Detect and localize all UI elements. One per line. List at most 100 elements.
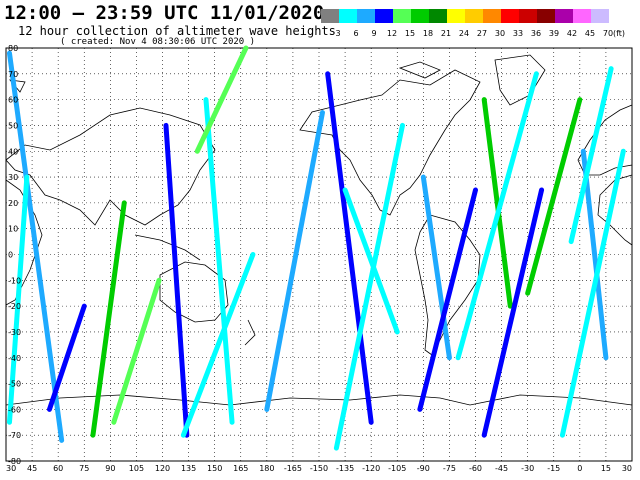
longitude-label: -135 <box>336 464 354 473</box>
legend-label: 33 <box>513 29 523 38</box>
altimeter-track <box>194 45 249 154</box>
longitude-label: -150 <box>310 464 328 473</box>
latitude-label: -40 <box>8 354 21 363</box>
altimeter-track <box>525 97 583 296</box>
altimeter-track <box>163 122 190 438</box>
altimeter-track <box>481 187 545 438</box>
legend-swatch <box>375 9 393 23</box>
altimeter-track <box>111 277 162 425</box>
longitude-label: -105 <box>388 464 406 473</box>
altimeter-tracks <box>6 45 626 451</box>
legend-swatch <box>339 9 357 23</box>
longitude-label: 0 <box>577 464 582 473</box>
legend-label: 70 <box>603 29 613 38</box>
latitude-label: -70 <box>8 431 21 440</box>
legend-label: 18 <box>423 29 433 38</box>
latitude-label: -80 <box>8 457 21 466</box>
wave-height-legend: 3 6 9 12 15 18 21 24 27 30 33 36 39 42 45 70 (ft) <box>321 9 625 38</box>
longitude-label: -15 <box>547 464 560 473</box>
altimeter-track <box>580 148 609 361</box>
coast-africa-east <box>5 179 43 306</box>
altimeter-track <box>6 174 30 425</box>
altimeter-track <box>203 97 235 425</box>
coast-asia <box>5 107 216 226</box>
legend-label: 30 <box>495 29 505 38</box>
legend-label: 39 <box>549 29 559 38</box>
legend-swatch <box>393 9 411 23</box>
latitude-label: 10 <box>8 225 18 234</box>
latitude-label: -60 <box>8 405 21 414</box>
latitude-label: 20 <box>8 199 18 208</box>
latitude-label: -30 <box>8 328 21 337</box>
altimeter-track <box>46 303 87 412</box>
altimeter-track <box>264 110 325 412</box>
longitude-labels: 30 45 60 75 90 105 120 135 150 165 180 -165 -150 -135… <box>6 464 632 473</box>
legend-label: 12 <box>387 29 397 38</box>
longitude-label: -30 <box>521 464 534 473</box>
altimeter-track <box>6 50 65 443</box>
altimeter-track <box>342 187 400 335</box>
legend-label: 15 <box>405 29 415 38</box>
latitude-label: 0 <box>8 251 13 260</box>
legend-label: 42 <box>567 29 577 38</box>
legend-label: 9 <box>371 29 376 38</box>
legend-swatch <box>537 9 555 23</box>
latitude-label: 30 <box>8 173 18 182</box>
longitude-label: 75 <box>79 464 89 473</box>
altimeter-track <box>180 252 256 438</box>
latitude-label: -50 <box>8 380 21 389</box>
legend-unit: (ft) <box>613 29 625 38</box>
latitude-labels: 80 70 60 50 40 30 20 10 0 -10 -20 -30 -40 -50 -60 -70 -8… <box>8 44 21 466</box>
longitude-label: -45 <box>495 464 508 473</box>
longitude-label: 120 <box>155 464 170 473</box>
altimeter-track <box>325 71 374 425</box>
longitude-label: 165 <box>233 464 248 473</box>
coast-new-zealand <box>244 319 256 346</box>
altimeter-track <box>417 187 478 412</box>
latitude-label: 60 <box>8 96 18 105</box>
legend-swatch <box>447 9 465 23</box>
longitude-label: -60 <box>469 464 482 473</box>
longitude-label: 15 <box>601 464 611 473</box>
legend-swatch <box>519 9 537 23</box>
altimeter-track <box>333 122 405 451</box>
latitude-label: 40 <box>8 147 18 156</box>
longitude-label: 150 <box>207 464 222 473</box>
longitude-label: 60 <box>53 464 63 473</box>
legend-swatch <box>591 9 609 23</box>
legend-swatch <box>501 9 519 23</box>
latitude-label: -10 <box>8 276 21 285</box>
legend-label: 24 <box>459 29 469 38</box>
legend-label: 3 <box>335 29 340 38</box>
longitude-label: 45 <box>27 464 37 473</box>
coast-north-america <box>299 69 481 216</box>
created-timestamp: ( created: Nov 4 08:30:06 UTC 2020 ) <box>60 37 256 47</box>
longitude-label: -120 <box>362 464 380 473</box>
latitude-label: 80 <box>8 44 18 53</box>
legend-swatch <box>429 9 447 23</box>
legend-swatch <box>411 9 429 23</box>
legend-swatch <box>465 9 483 23</box>
legend-label: 45 <box>585 29 595 38</box>
longitude-label: 90 <box>105 464 115 473</box>
map-subtitle: 12 hour collection of altimeter wave hei… <box>18 24 336 38</box>
longitude-label: -90 <box>417 464 430 473</box>
legend-swatch <box>483 9 501 23</box>
longitude-label: -75 <box>443 464 456 473</box>
legend-label: 6 <box>353 29 358 38</box>
latitude-label: 50 <box>8 121 18 130</box>
legend-swatch <box>357 9 375 23</box>
longitude-label: 105 <box>129 464 144 473</box>
longitude-label: 30 <box>6 464 16 473</box>
altimeter-track <box>481 97 513 309</box>
map-title: 12:00 – 23:59 UTC 11/01/2020 <box>4 2 325 24</box>
altimeter-track <box>90 200 127 438</box>
altimeter-track <box>559 148 626 438</box>
legend-swatch <box>573 9 591 23</box>
longitude-label: 135 <box>181 464 196 473</box>
legend-label: 36 <box>531 29 541 38</box>
legend-label: 21 <box>441 29 451 38</box>
altimeter-track <box>420 174 452 361</box>
longitude-label: 180 <box>259 464 274 473</box>
